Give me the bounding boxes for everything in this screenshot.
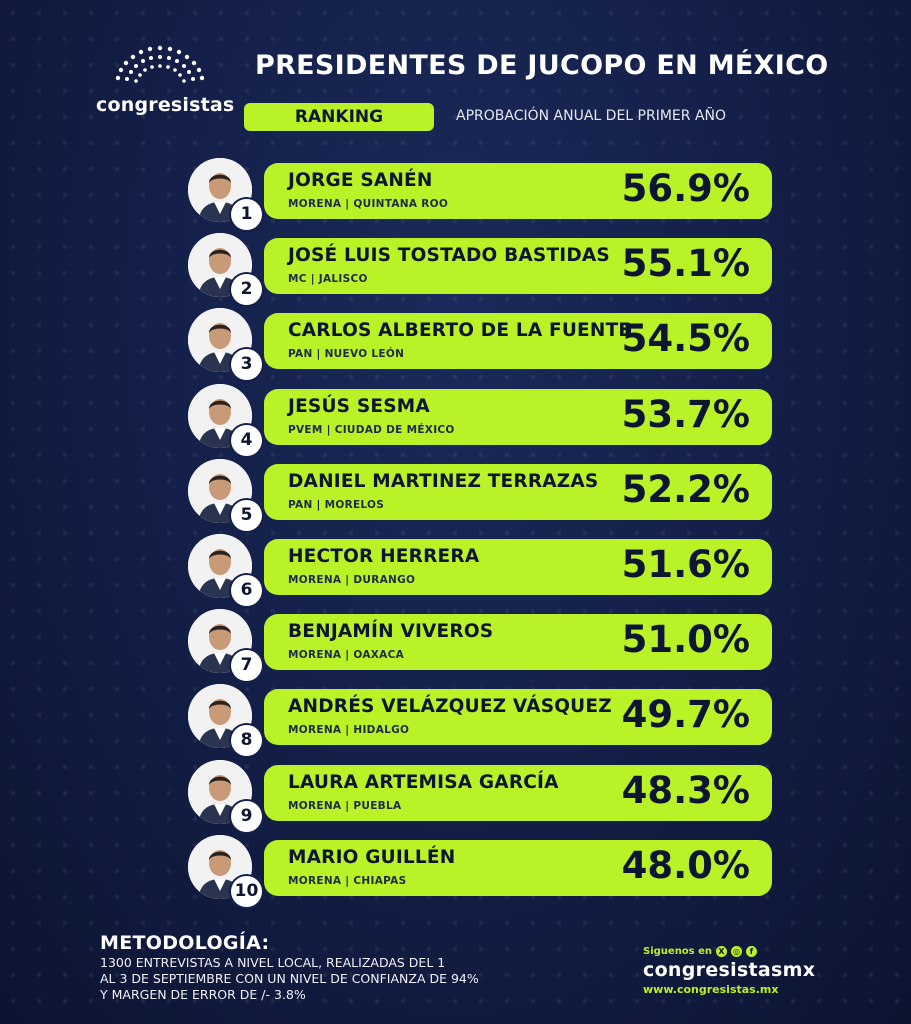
ranking-bar: JORGE SANÉN MORENA | QUINTANA ROO 56.9% [264,163,772,219]
ranking-bar: LAURA ARTEMISA GARCÍA MORENA | PUEBLA 48.3… [264,765,772,821]
person-name: BENJAMÍN VIVEROS [288,621,494,642]
person-name: JORGE SANÉN [288,170,433,191]
follow-label: Siguenos en [643,945,713,957]
logo-arc-icon [115,45,205,83]
ranking-row: LAURA ARTEMISA GARCÍA MORENA | PUEBLA 48.3… [188,760,773,832]
ranking-bar: HECTOR HERRERA MORENA | DURANGO 51.6% [264,539,772,595]
social-block: Siguenos en X ◎ f congresistasmx www.con… [643,944,823,996]
methodology-line: Y MARGEN DE ERROR DE /- 3.8% [100,987,306,1002]
person-name: MARIO GUILLÉN [288,847,456,868]
approval-percentage: 52.2% [621,468,750,511]
person-name: CARLOS ALBERTO DE LA FUENTE [288,320,632,341]
methodology-line: AL 3 DE SEPTIEMBRE CON UN NIVEL DE CONFI… [100,971,479,986]
ranking-row: CARLOS ALBERTO DE LA FUENTE PAN | NUEVO L… [188,308,773,380]
party-state: PAN | MORELOS [288,499,385,511]
party-state: MORENA | DURANGO [288,574,416,586]
approval-percentage: 55.1% [621,242,750,285]
congresistas-logo: congresistas [96,44,235,124]
party-state: PVEM | CIUDAD DE MÉXICO [288,424,455,436]
rank-badge: 7 [231,650,262,681]
approval-percentage: 48.0% [621,844,750,887]
person-name: ANDRÉS VELÁZQUEZ VÁSQUEZ [288,696,612,717]
approval-percentage: 49.7% [621,693,750,736]
person-name: DANIEL MARTINEZ TERRAZAS [288,471,599,492]
rank-badge: 2 [231,274,262,305]
methodology-text: 1300 ENTREVISTAS A NIVEL LOCAL, REALIZAD… [100,955,540,1003]
rank-badge: 5 [231,500,262,531]
person-photo [188,534,252,598]
party-state: MORENA | QUINTANA ROO [288,198,449,210]
ranking-row: JORGE SANÉN MORENA | QUINTANA ROO 56.9% 1 [188,158,773,230]
social-handle[interactable]: congresistasmx [643,959,816,981]
page-title: PRESIDENTES DE JUCOPO EN MÉXICO [255,50,829,81]
approval-percentage: 51.6% [621,543,750,586]
ranking-label: RANKING [244,103,434,131]
ranking-row: DANIEL MARTINEZ TERRAZAS PAN | MORELOS 52.… [188,459,773,531]
person-photo [188,158,252,222]
party-state: PAN | NUEVO LEÓN [288,348,405,360]
subtitle: APROBACIÓN ANUAL DEL PRIMER AÑO [456,108,727,124]
rank-badge: 3 [231,349,262,380]
person-name: LAURA ARTEMISA GARCÍA [288,772,559,793]
person-photo [188,835,252,899]
rank-badge: 10 [231,876,262,907]
person-name: JOSÉ LUIS TOSTADO BASTIDAS [288,245,610,266]
approval-percentage: 48.3% [621,769,750,812]
party-state: MORENA | CHIAPAS [288,875,407,887]
ranking-row: BENJAMÍN VIVEROS MORENA | OAXACA 51.0% 7 [188,609,773,681]
ranking-bar: MARIO GUILLÉN MORENA | CHIAPAS 48.0% [264,840,772,896]
party-state: MC | JALISCO [288,273,368,285]
ranking-bar: JOSÉ LUIS TOSTADO BASTIDAS MC | JALISCO 55… [264,238,772,294]
party-state: MORENA | PUEBLA [288,800,402,812]
party-state: MORENA | HIDALGO [288,724,410,736]
methodology-title: METODOLOGÍA: [100,932,270,954]
person-name: HECTOR HERRERA [288,546,480,567]
ranking-row: ANDRÉS VELÁZQUEZ VÁSQUEZ MORENA | HIDALGO… [188,684,773,756]
brand-name: congresistas [96,94,235,116]
x-icon[interactable]: X [716,945,728,957]
ranking-row: JESÚS SESMA PVEM | CIUDAD DE MÉXICO 53.7% 4 [188,384,773,456]
person-photo [188,684,252,748]
ranking-bar: JESÚS SESMA PVEM | CIUDAD DE MÉXICO 53.7% [264,389,772,445]
ranking-bar: BENJAMÍN VIVEROS MORENA | OAXACA 51.0% [264,614,772,670]
party-state: MORENA | OAXACA [288,649,405,661]
approval-percentage: 54.5% [621,317,750,360]
instagram-icon[interactable]: ◎ [731,945,743,957]
approval-percentage: 56.9% [621,167,750,210]
ranking-row: JOSÉ LUIS TOSTADO BASTIDAS MC | JALISCO 55… [188,233,773,305]
ranking-bar: ANDRÉS VELÁZQUEZ VÁSQUEZ MORENA | HIDALGO… [264,689,772,745]
website-link[interactable]: www.congresistas.mx [643,983,779,996]
rank-badge: 8 [231,725,262,756]
facebook-icon[interactable]: f [746,945,758,957]
rank-badge: 4 [231,425,262,456]
rank-badge: 1 [231,199,262,230]
approval-percentage: 53.7% [621,393,750,436]
person-name: JESÚS SESMA [288,396,430,417]
approval-percentage: 51.0% [621,618,750,661]
rank-badge: 9 [231,801,262,832]
ranking-row: MARIO GUILLÉN MORENA | CHIAPAS 48.0% 10 [188,835,773,907]
follow-row: Siguenos en X ◎ f [643,944,823,958]
methodology-line: 1300 ENTREVISTAS A NIVEL LOCAL, REALIZAD… [100,955,446,970]
ranking-bar: CARLOS ALBERTO DE LA FUENTE PAN | NUEVO L… [264,313,772,369]
ranking-row: HECTOR HERRERA MORENA | DURANGO 51.6% 6 [188,534,773,606]
ranking-bar: DANIEL MARTINEZ TERRAZAS PAN | MORELOS 52.… [264,464,772,520]
rank-badge: 6 [231,575,262,606]
